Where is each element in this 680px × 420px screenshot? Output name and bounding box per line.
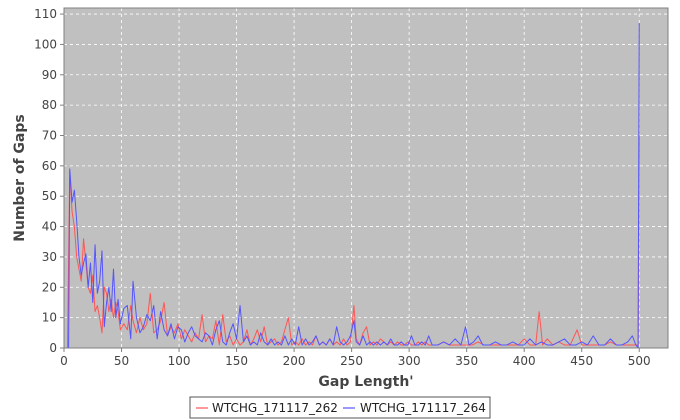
x-axis-title: Gap Length' xyxy=(318,374,413,390)
x-tick-label: 250 xyxy=(340,354,363,368)
y-tick-label: 90 xyxy=(42,68,57,82)
y-tick-label: 20 xyxy=(42,280,57,294)
x-tick-label: 400 xyxy=(513,354,536,368)
y-axis-title: Number of Gaps xyxy=(12,114,28,241)
x-tick-label: 350 xyxy=(455,354,478,368)
x-tick-label: 300 xyxy=(398,354,421,368)
y-axis: 0 10 20 30 40 50 60 70 80 90 100 110 xyxy=(34,7,64,355)
series-line-2 xyxy=(67,23,640,349)
plot-area xyxy=(64,8,668,348)
y-tick-label: 30 xyxy=(42,250,57,264)
x-axis: 0 50 100 150 200 250 300 350 400 450 500 xyxy=(60,348,651,368)
y-tick-label: 70 xyxy=(42,129,57,143)
series-layer xyxy=(66,23,640,349)
y-tick-label: 100 xyxy=(34,37,57,51)
x-tick-label: 150 xyxy=(225,354,248,368)
y-tick-label: 50 xyxy=(42,189,57,203)
y-tick-label: 40 xyxy=(42,220,57,234)
legend: WTCHG_171117_262 WTCHG_171117_264 xyxy=(189,396,491,419)
x-tick-label: 500 xyxy=(628,354,651,368)
x-tick-label: 450 xyxy=(570,354,593,368)
plot-border xyxy=(63,7,669,349)
legend-box xyxy=(189,396,491,419)
legend-label-series-1: WTCHG_171117_262 xyxy=(212,401,338,415)
x-tick-label: 200 xyxy=(283,354,306,368)
legend-label-series-2: WTCHG_171117_264 xyxy=(360,401,486,415)
x-tick-label: 0 xyxy=(60,354,68,368)
y-tick-label: 80 xyxy=(42,98,57,112)
y-tick-label: 0 xyxy=(49,341,57,355)
x-tick-label: 100 xyxy=(168,354,191,368)
series-line-1 xyxy=(66,135,640,349)
y-tick-label: 110 xyxy=(34,7,57,21)
y-tick-label: 10 xyxy=(42,311,57,325)
y-tick-label: 60 xyxy=(42,159,57,173)
x-tick-label: 50 xyxy=(114,354,129,368)
